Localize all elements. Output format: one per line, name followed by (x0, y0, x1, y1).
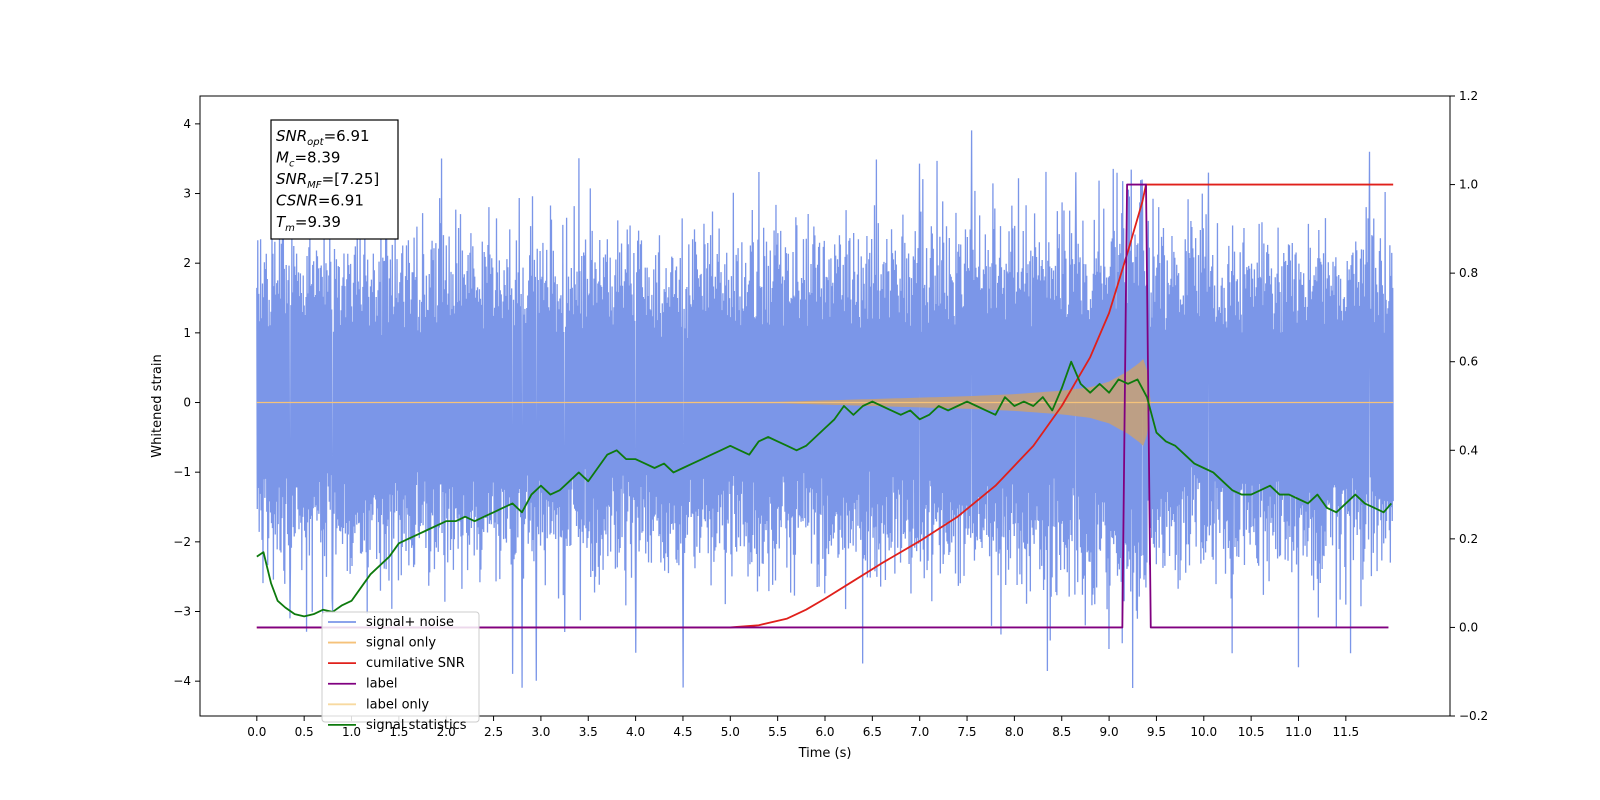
y-right-tick-label: 1.0 (1459, 178, 1478, 192)
y-right-tick-label: 0.8 (1459, 266, 1478, 280)
y-right-tick-label: −0.2 (1459, 709, 1488, 723)
y-right-tick-label: 0.4 (1459, 443, 1478, 457)
y-axis-label-left: Whitened strain (150, 354, 165, 457)
signal-statistics-line (256, 360, 1392, 618)
y-left-tick-label: −1 (173, 465, 191, 479)
x-axis-label: Time (s) (798, 746, 852, 761)
y-left-tick-label: −4 (173, 674, 191, 688)
y-left-tick-label: 4 (183, 117, 191, 131)
x-tick-label: 2.5 (484, 725, 503, 739)
x-tick-label: 1.5 (389, 725, 408, 739)
y-left-tick-label: −2 (173, 535, 191, 549)
x-tick-label: 0.0 (247, 725, 266, 739)
legend-label: signal only (366, 636, 436, 651)
x-tick-label: 11.5 (1332, 725, 1359, 739)
x-tick-label: 5.5 (768, 725, 787, 739)
y-axis-right: 1.2 1.0 0.8 0.6 0.4 0.2 0.0 −0.2 (1450, 89, 1488, 723)
y-right-tick-label: 0.0 (1459, 620, 1478, 634)
annotation-line: Mc=8.39 (276, 149, 340, 170)
x-tick-label: 7.5 (957, 725, 976, 739)
x-tick-label: 4.5 (673, 725, 692, 739)
annotation-frame (270, 119, 399, 240)
y-left-tick-label: 0 (183, 396, 191, 410)
x-tick-label: 8.5 (1052, 725, 1071, 739)
x-tick-label: 8.0 (1005, 725, 1024, 739)
annotation-line: Tm=9.39 (276, 213, 341, 234)
x-tick-label: 1.0 (342, 725, 361, 739)
annotation-line: SNRopt=6.91 (276, 127, 370, 148)
y-left-tick-label: −3 (173, 605, 191, 619)
legend-label: signal+ noise (366, 615, 454, 630)
y-left-tick-label: 3 (183, 187, 191, 201)
legend-label: signal statistics (366, 718, 467, 733)
right-axis-series (256, 183, 1394, 629)
x-tick-label: 6.5 (863, 725, 882, 739)
x-tick-label: 2.0 (437, 725, 456, 739)
x-tick-label: 9.5 (1147, 725, 1166, 739)
legend-label: label only (366, 697, 429, 712)
plot-area (256, 130, 1394, 689)
x-tick-label: 10.0 (1190, 725, 1217, 739)
annotation-line: CSNR=6.91 (276, 192, 364, 210)
y-left-tick-label: 2 (183, 256, 191, 270)
x-tick-label: 5.0 (721, 725, 740, 739)
x-tick-label: 4.0 (626, 725, 645, 739)
annotation-line: SNRMF=[7.25] (276, 170, 379, 191)
label-line (256, 183, 1389, 629)
y-right-tick-label: 0.6 (1459, 355, 1478, 369)
legend-label: cumilative SNR (366, 656, 465, 671)
x-tick-label: 3.0 (531, 725, 550, 739)
cumilative-snr-line (256, 183, 1394, 629)
y-right-tick-label: 1.2 (1459, 89, 1478, 103)
x-tick-label: 9.0 (1100, 725, 1119, 739)
x-tick-label: 3.5 (579, 725, 598, 739)
y-right-tick-label: 0.2 (1459, 532, 1478, 546)
x-tick-label: 11.0 (1285, 725, 1312, 739)
legend-box (321, 611, 480, 723)
legend-label: label (366, 677, 397, 692)
x-tick-label: 7.0 (910, 725, 929, 739)
signal-noise-line (256, 130, 1394, 689)
x-tick-label: 0.5 (295, 725, 314, 739)
y-left-tick-label: 1 (183, 326, 191, 340)
signal-only-series (256, 358, 1394, 447)
x-tick-label: 6.0 (815, 725, 834, 739)
y-axis-left: 4 3 2 1 0 −1 −2 −3 −4 (173, 117, 200, 688)
x-axis: 0.0 0.5 1.0 1.5 2.0 2.5 3.0 3.5 4.0 4.5 5.0 5.5 6.0 6… (247, 716, 1359, 739)
signal-noise-series (256, 130, 1394, 689)
x-tick-label: 10.5 (1238, 725, 1265, 739)
legend: signal+ noise signal only cumilative SNR la… (321, 611, 480, 733)
